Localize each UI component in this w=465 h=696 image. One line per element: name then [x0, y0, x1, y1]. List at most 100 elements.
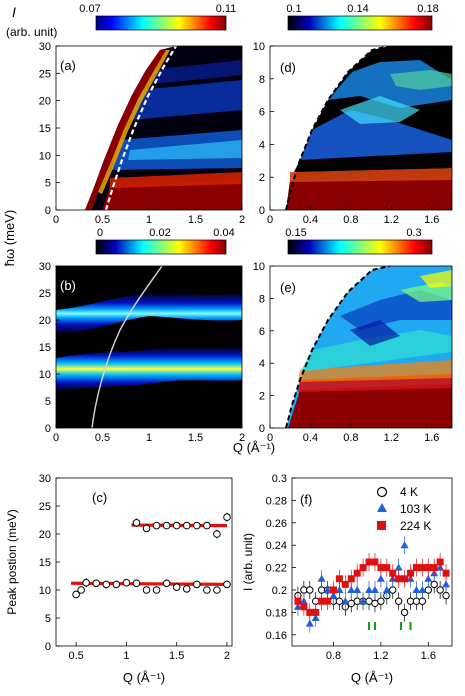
panel-f-y-tick-label: 0.2 — [272, 585, 287, 597]
panel-c-point — [92, 579, 101, 588]
panel-a-y-tick-label: 20 — [39, 96, 51, 108]
panel-d-y-tick-label: 4 — [259, 139, 265, 151]
panel-c-point — [152, 586, 161, 594]
panel-b-label: (b) — [60, 278, 76, 293]
panel-f-y-tick-label: 0.28 — [266, 495, 287, 507]
panel-c-point — [193, 521, 201, 530]
panel-e-x-tick-label: 0 — [267, 432, 273, 444]
legend-marker-103k — [377, 503, 387, 512]
panel-f-point-103k — [323, 586, 332, 593]
panel-b-y-tick-label: 25 — [39, 288, 51, 300]
panel-f-point-224k — [335, 575, 343, 583]
panel-b-y-tick-label: 10 — [39, 369, 51, 381]
panel-c-y-tick-label: 5 — [45, 613, 51, 625]
panel-d-x-tick-label: 1.2 — [384, 214, 399, 226]
panel-b-x-tick-label: 0.5 — [95, 432, 110, 444]
panel-c-y-tick-label: 0 — [45, 641, 51, 653]
panel-c-point — [122, 578, 131, 587]
panel-f-point-103k — [400, 541, 409, 549]
panel-c-label: (c) — [92, 490, 107, 505]
panel-f-point-4k — [430, 580, 438, 589]
panel-e-y-tick-label: 8 — [259, 293, 265, 305]
panel-c-point — [102, 580, 111, 589]
panel-c-point — [203, 521, 211, 530]
panel-a-x-tick-label: 0 — [53, 214, 59, 226]
panel-d-y-tick-label: 6 — [259, 107, 265, 119]
panel-f-point-224k — [312, 608, 320, 616]
panel-b-x-tick-label: 1.5 — [188, 432, 203, 444]
panel-f-y-tick-label: 0.16 — [266, 630, 287, 642]
panel-c-point — [72, 590, 80, 599]
panel-e-x-tick-label: 0.8 — [343, 432, 358, 444]
panel-f-point-224k — [324, 597, 332, 605]
panel-d-x-tick-label: 0 — [267, 214, 273, 226]
colorbar-e-min: 0.15 — [285, 227, 306, 239]
legend-label-224k: 224 K — [400, 519, 431, 533]
panel-a-y-tick-label: 5 — [45, 178, 51, 190]
panel-a-x-tick-label: 0.5 — [95, 214, 110, 226]
panel-e-x-tick-label: 1.6 — [424, 432, 439, 444]
panel-f-point-103k — [370, 586, 379, 593]
panel-f-point-224k — [365, 558, 373, 566]
panel-c-point — [112, 580, 121, 589]
panel-f-legend: 4 K 103 K 224 K — [376, 485, 431, 533]
panel-f-point-4k — [306, 586, 314, 594]
panel-a-y-tick-label: 15 — [39, 123, 51, 135]
panel-c-point — [77, 586, 85, 594]
panel-b-y-tick-label: 30 — [39, 261, 51, 273]
panel-b-x-tick-label: 0 — [53, 432, 59, 444]
legend-marker-224k — [377, 521, 386, 530]
panel-e-y-tick-label: 6 — [259, 326, 265, 338]
panel-c-point — [142, 586, 151, 594]
panel-f-point-103k — [376, 574, 385, 582]
panel-f-x-tick-label: 0.8 — [326, 650, 341, 662]
panel-f-point-224k — [377, 564, 385, 572]
panel-f-point-103k — [335, 586, 344, 593]
panel-c-y-tick-label: 20 — [39, 529, 51, 541]
panel-f-point-103k — [382, 586, 391, 593]
panel-c-x-tick-label: 0.5 — [68, 650, 83, 662]
panel-c-point — [203, 586, 211, 594]
panel-f-point-224k — [347, 575, 355, 583]
colorbar-d-mid: 0.14 — [347, 3, 368, 15]
panel-c-point — [172, 583, 181, 592]
panel-c-point — [213, 530, 221, 538]
panel-b-x-tick-label: 2 — [239, 432, 245, 444]
panel-c-point — [213, 586, 221, 594]
panel-e-y-tick-label: 2 — [259, 391, 265, 403]
panel-c-point — [82, 578, 90, 587]
colorbar-symbol: I — [12, 4, 16, 20]
panel-f-point-224k — [442, 569, 450, 577]
panel-c-x-tick-label: 1 — [123, 650, 129, 662]
panel-f-point-4k — [377, 597, 385, 605]
panel-d-frame — [269, 45, 453, 211]
panel-f-x-tick-label: 1.2 — [373, 650, 388, 662]
panel-e-image — [270, 266, 452, 428]
panel-a-y-tick-label: 0 — [45, 205, 51, 217]
panel-c-point — [182, 585, 191, 593]
panel-f-point-224k — [300, 603, 308, 611]
panel-f-point-103k — [394, 563, 403, 571]
panel-e-x-tick-label: 0.4 — [303, 432, 318, 444]
panel-b-image — [56, 265, 242, 429]
panel-f-point-224k — [318, 597, 326, 605]
panel-c-y-tick-label: 30 — [39, 473, 51, 485]
panel-d-y-tick-label: 0 — [259, 205, 265, 217]
panel-f-point-224k — [306, 608, 314, 616]
colorbar-e — [287, 239, 433, 255]
panel-f-point-103k — [442, 580, 451, 588]
panel-a-x-tick-label: 2 — [239, 214, 245, 226]
panel-d-y-tick-label: 2 — [259, 172, 265, 184]
panel-c-point — [182, 521, 191, 530]
panel-f-point-103k — [305, 619, 314, 627]
panel-c-y-axis-label: Peak postion (meV) — [5, 509, 19, 614]
panel-f-point-224k — [359, 564, 367, 572]
main-y-axis-label: ħω (meV) — [2, 210, 17, 266]
panel-c-point — [223, 580, 231, 589]
panel-c-point — [223, 513, 231, 522]
legend-marker-4k — [376, 486, 388, 498]
panel-d-x-tick-label: 0.8 — [343, 214, 358, 226]
panel-f-point-224k — [395, 575, 403, 583]
panel-f-y-axis-label: I (arb. unit) — [241, 533, 255, 591]
